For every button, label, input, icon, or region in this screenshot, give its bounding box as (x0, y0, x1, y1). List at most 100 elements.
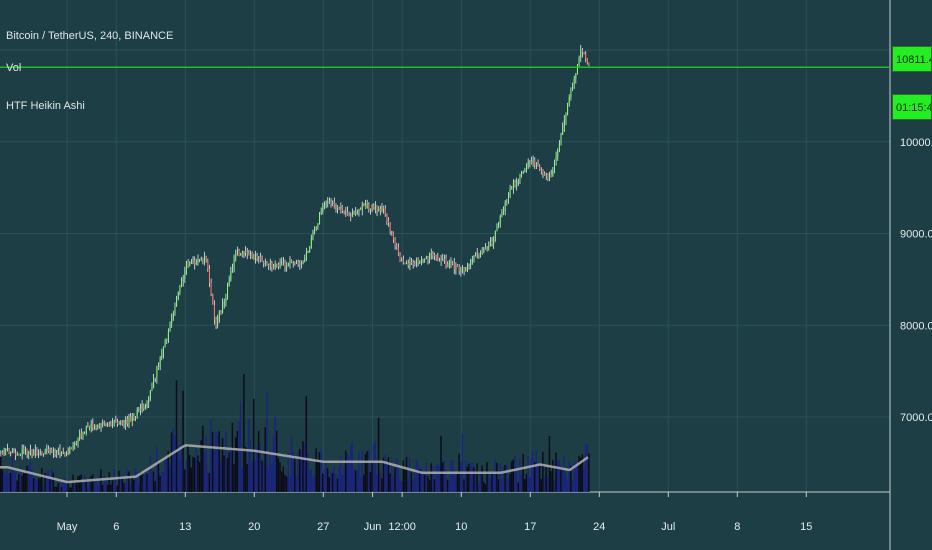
candle-body (213, 304, 215, 320)
candle-body (581, 49, 583, 53)
volume-bar (128, 471, 130, 492)
volume-bar (566, 479, 569, 492)
candle-body (85, 427, 87, 433)
candle-body (355, 212, 357, 215)
candle-body (107, 424, 109, 426)
volume-bar (561, 470, 564, 492)
volume-bar (190, 467, 193, 492)
candle-body (310, 238, 312, 249)
candle-body (353, 212, 355, 214)
candle-body (297, 261, 299, 264)
candle-body (374, 205, 376, 210)
volume-bar (294, 456, 296, 492)
candle-body (305, 252, 307, 259)
candle-body (49, 449, 51, 452)
candle-body (284, 261, 286, 267)
volume-bar (231, 422, 234, 492)
candle-body (547, 173, 549, 179)
legend-symbol[interactable]: Bitcoin / TetherUS, 240, BINANCE (6, 30, 174, 42)
volume-bar (450, 460, 452, 492)
volume-bar (157, 461, 160, 492)
volume-bar (540, 478, 542, 492)
candle-body (530, 161, 532, 164)
candle-body (220, 312, 222, 314)
volume-bar (272, 437, 275, 492)
y-tick-label: 8000.00 (900, 320, 932, 332)
legend-htf-heikin-ashi[interactable]: HTF Heikin Ashi (6, 100, 85, 112)
candle-body (269, 262, 271, 266)
candle-body (190, 261, 192, 263)
candle-body (125, 418, 127, 425)
volume-bar (578, 455, 580, 492)
candle-body (550, 174, 552, 177)
candle-body (539, 166, 541, 170)
volume-bar (26, 465, 28, 492)
volume-bar (358, 451, 360, 492)
volume-bar (200, 440, 202, 492)
volume-bar (453, 468, 455, 492)
candle-body (89, 426, 91, 429)
candle-body (572, 83, 574, 91)
volume-bar (138, 483, 140, 492)
volume-bar (139, 472, 142, 492)
volume-bar (356, 470, 358, 492)
candle-body (378, 209, 380, 211)
candle-body (102, 421, 104, 425)
x-tick-label: 17 (524, 521, 536, 533)
volume-bar (126, 469, 128, 492)
candle-body (256, 256, 258, 259)
candle-body (553, 160, 555, 171)
legend-volume-indicator[interactable]: Vol (6, 62, 22, 74)
volume-bar (161, 471, 163, 492)
volume-bar (24, 473, 27, 492)
volume-bar (524, 478, 526, 492)
candle-body (384, 208, 386, 216)
volume-bar (65, 484, 68, 492)
volume-bar (192, 456, 194, 492)
volume-bar (256, 447, 258, 492)
candle-body (176, 299, 178, 306)
candle-body (266, 263, 268, 265)
candle-body (434, 254, 436, 257)
volume-bar (320, 449, 322, 492)
candle-body (470, 261, 472, 266)
candle-body (182, 278, 184, 282)
candle-body (521, 171, 523, 174)
volume-bar (295, 477, 298, 492)
candle-body (356, 211, 358, 215)
volume-bar (381, 478, 383, 492)
volume-bar (581, 454, 584, 492)
candle-body (259, 256, 261, 261)
volume-bar (282, 466, 285, 492)
candle-body (322, 205, 324, 212)
candle-body (282, 261, 284, 264)
volume-bar (257, 431, 260, 492)
candle-body (54, 452, 56, 454)
volume-bar (563, 456, 565, 492)
volume-bar (93, 482, 96, 492)
volume-bar (576, 464, 579, 492)
candle-body (33, 454, 35, 456)
volume-bar (471, 461, 473, 492)
candle-body (79, 433, 81, 440)
volume-bar (228, 452, 230, 492)
candle-body (369, 208, 371, 210)
candle-body (118, 423, 120, 426)
candle-body (3, 449, 5, 455)
volume-bar (92, 474, 94, 492)
candle-body (483, 247, 485, 252)
candle-body (368, 204, 370, 210)
candle-body (440, 260, 442, 262)
volume-bar (169, 465, 171, 492)
volume-bar (353, 468, 355, 492)
candle-body (342, 206, 344, 211)
volume-bar (418, 469, 421, 492)
candle-body (116, 421, 118, 424)
volume-bar (568, 461, 570, 492)
volume-bar (198, 461, 201, 492)
candle-body (545, 173, 547, 176)
candle-body (537, 164, 539, 167)
candle-body (401, 259, 403, 262)
